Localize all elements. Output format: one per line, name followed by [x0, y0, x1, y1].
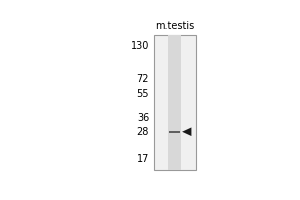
Polygon shape [182, 127, 191, 136]
Bar [169, 131, 180, 133]
Text: 130: 130 [131, 41, 149, 51]
Bar [154, 35, 196, 170]
Text: m.testis: m.testis [155, 21, 194, 31]
Text: 17: 17 [137, 154, 149, 164]
Text: 28: 28 [137, 127, 149, 137]
Bar [168, 35, 181, 170]
Text: 72: 72 [136, 74, 149, 84]
Text: 36: 36 [137, 113, 149, 123]
Text: 55: 55 [136, 89, 149, 99]
